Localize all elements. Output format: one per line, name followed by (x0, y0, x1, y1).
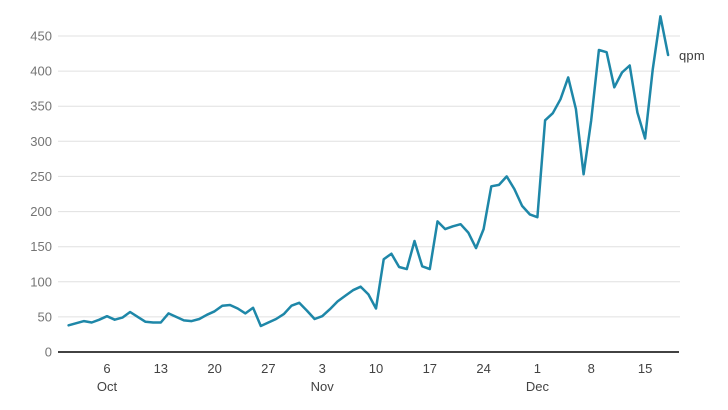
xtick-label-13: 13 (154, 361, 168, 376)
xtick-label-3: 3 (319, 361, 326, 376)
qpm-series-line (67, 15, 670, 328)
xtick-label-1: 1 (534, 361, 541, 376)
ytick-label-400: 400 (30, 64, 52, 79)
ytick-label-200: 200 (30, 204, 52, 219)
ytick-label-150: 150 (30, 239, 52, 254)
ytick-label-250: 250 (30, 169, 52, 184)
ytick-label-100: 100 (30, 274, 52, 289)
series-label-qpm: qpm (679, 48, 705, 63)
ytick-label-50: 50 (38, 309, 52, 324)
month-label-Nov: Nov (311, 379, 335, 394)
xtick-label-17: 17 (423, 361, 437, 376)
xtick-label-8: 8 (588, 361, 595, 376)
xtick-label-15: 15 (638, 361, 652, 376)
ytick-label-300: 300 (30, 134, 52, 149)
xtick-label-6: 6 (103, 361, 110, 376)
xtick-label-20: 20 (207, 361, 221, 376)
month-label-Oct: Oct (97, 379, 118, 394)
xtick-label-27: 27 (261, 361, 275, 376)
ytick-label-0: 0 (45, 345, 52, 360)
month-label-Dec: Dec (526, 379, 550, 394)
xtick-label-10: 10 (369, 361, 383, 376)
ytick-label-350: 350 (30, 99, 52, 114)
xtick-label-24: 24 (476, 361, 490, 376)
ytick-label-450: 450 (30, 29, 52, 44)
